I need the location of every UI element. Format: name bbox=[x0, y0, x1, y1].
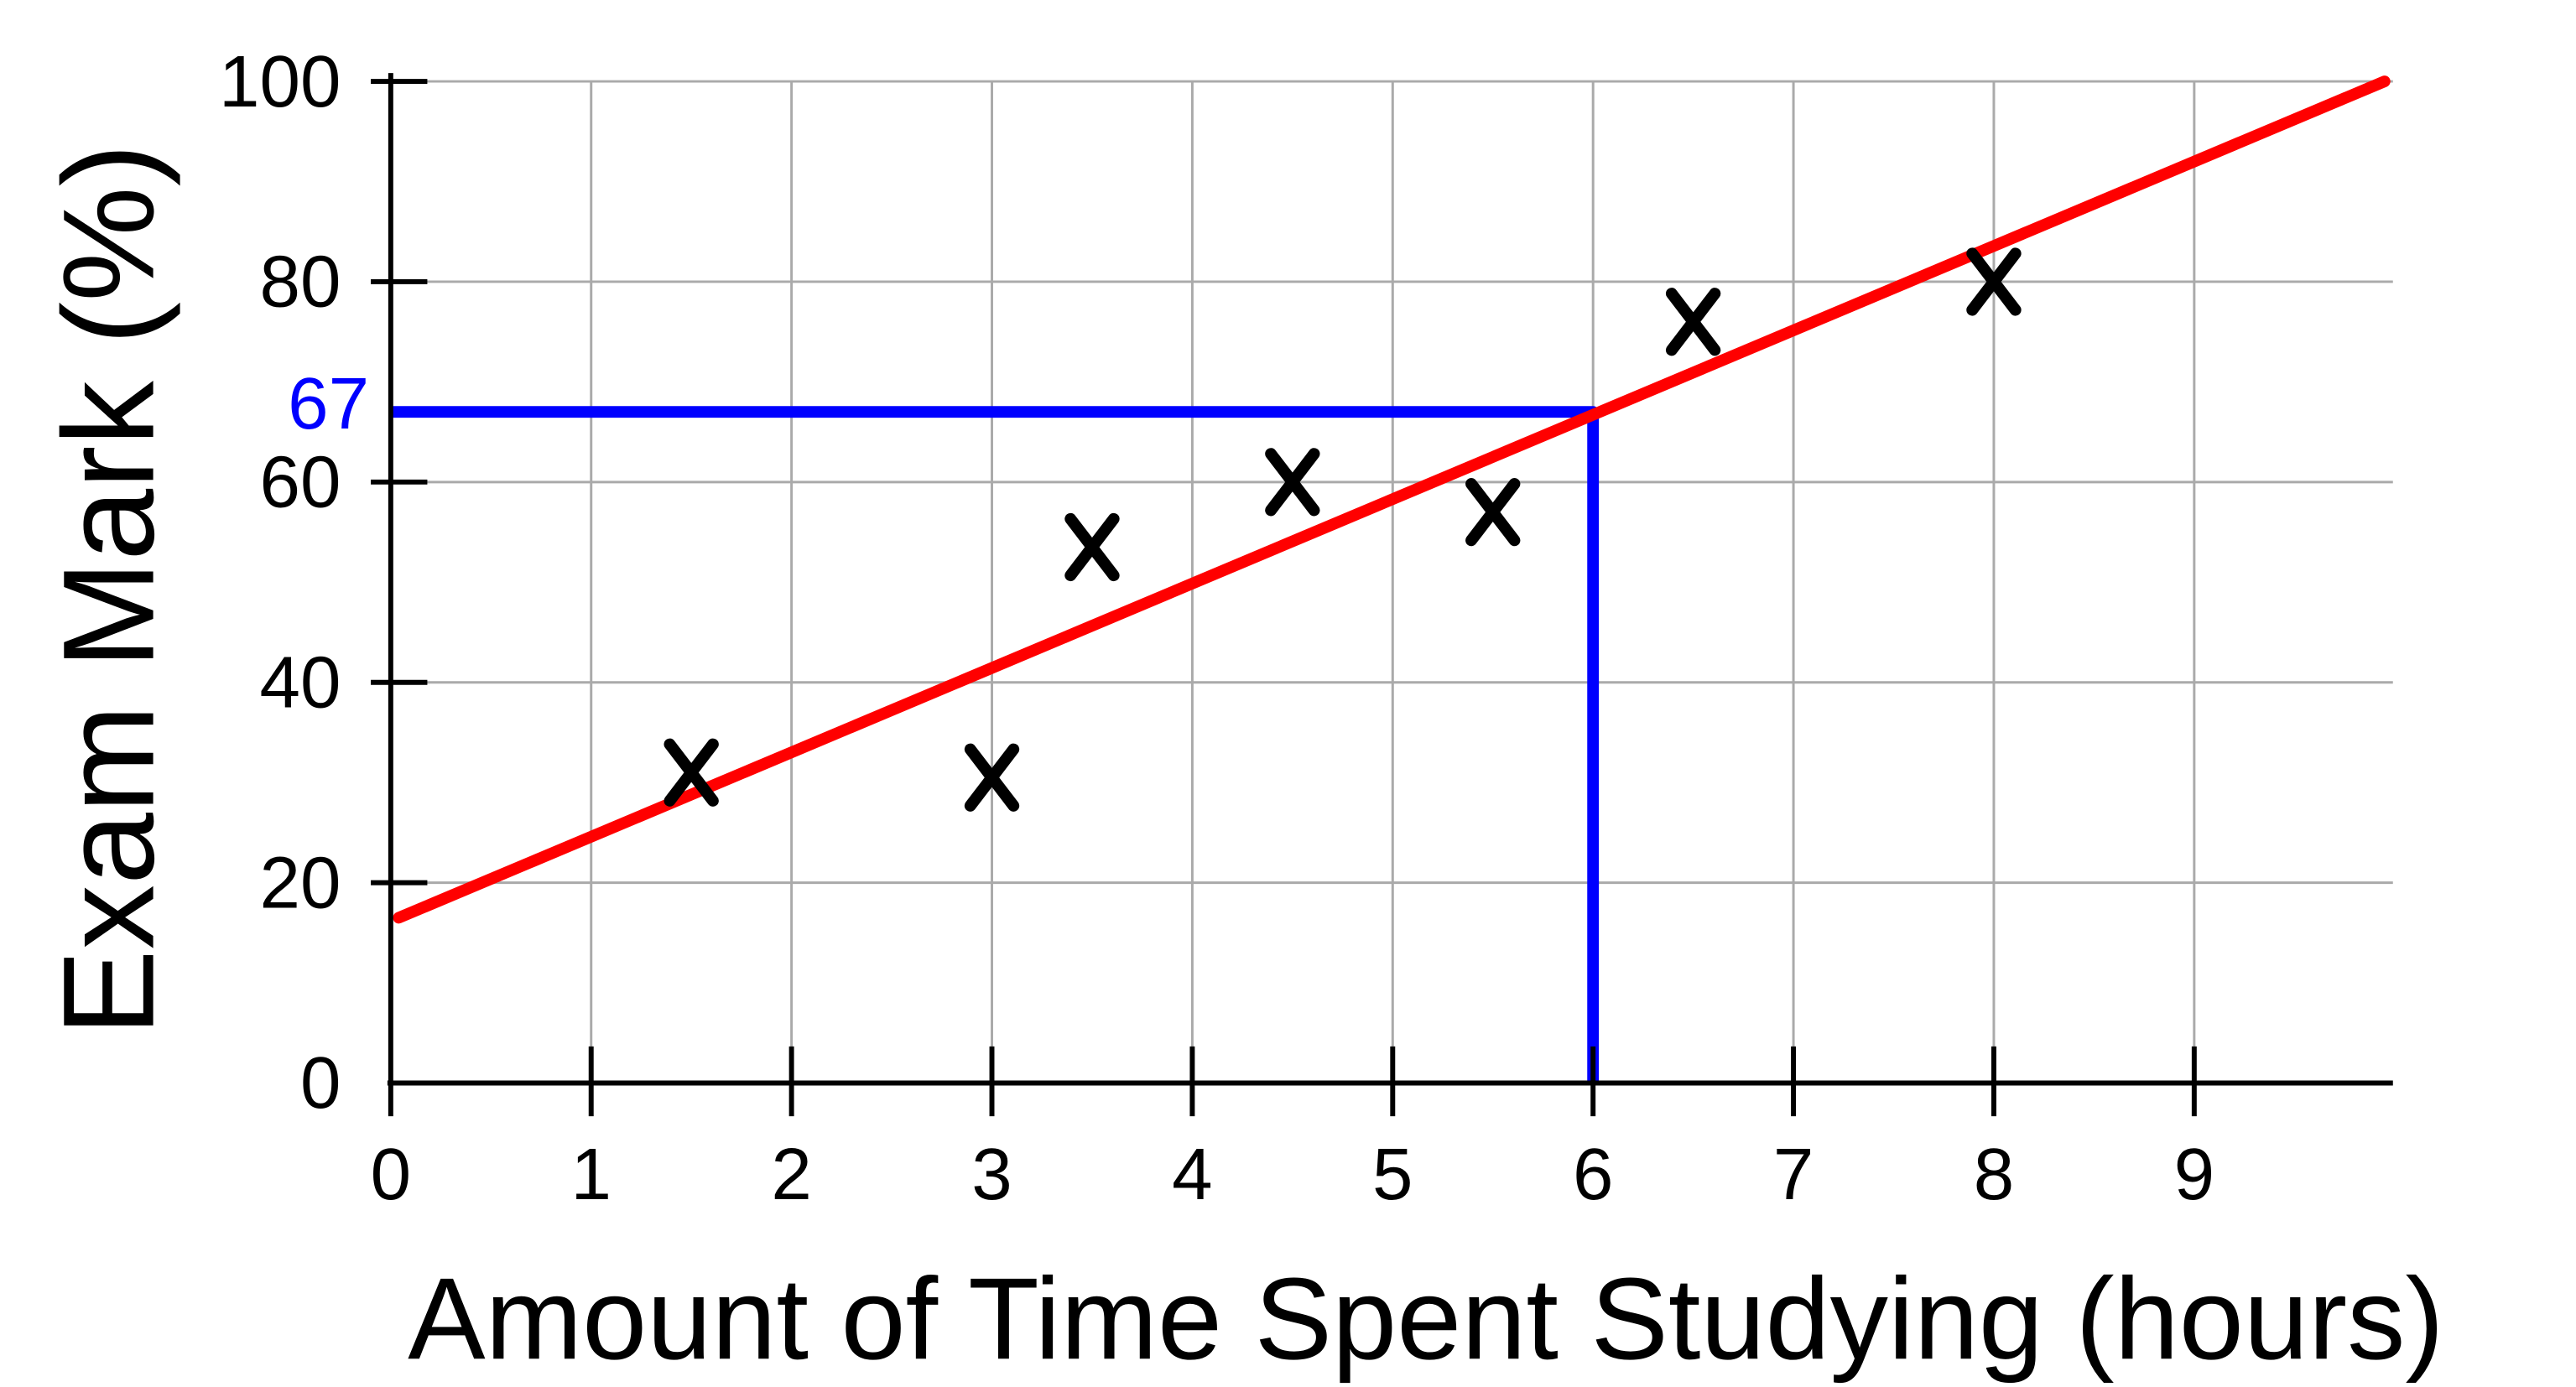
data-points bbox=[664, 247, 2022, 812]
data-point bbox=[1064, 512, 1120, 582]
x-tick-label: 9 bbox=[2174, 1134, 2214, 1215]
y-tick-label: 80 bbox=[259, 242, 341, 323]
y-axis-title: Exam Mark (%) bbox=[36, 143, 181, 1036]
x-tick-label: 8 bbox=[1974, 1134, 2014, 1215]
x-tick-label: 4 bbox=[1172, 1134, 1212, 1215]
x-tick-label: 2 bbox=[771, 1134, 811, 1215]
data-point bbox=[1265, 448, 1320, 517]
data-point bbox=[664, 738, 719, 807]
data-point bbox=[1465, 478, 1521, 547]
best-fit-line-group bbox=[393, 75, 2391, 924]
x-tick-label: 6 bbox=[1573, 1134, 1613, 1215]
data-point bbox=[1665, 288, 1721, 356]
y-tick-label: 0 bbox=[300, 1042, 341, 1124]
axes bbox=[371, 73, 2393, 1117]
x-tick-label: 3 bbox=[971, 1134, 1012, 1215]
best-fit-line bbox=[393, 75, 2391, 924]
y-tick-label: 40 bbox=[259, 642, 341, 723]
y-tick-label: 60 bbox=[259, 442, 341, 523]
y-tick-label: 100 bbox=[219, 41, 341, 122]
grid bbox=[390, 80, 2393, 1083]
x-tick-label: 1 bbox=[571, 1134, 611, 1215]
x-axis-title: Amount of Time Spent Studying (hours) bbox=[408, 1254, 2443, 1384]
data-point bbox=[1966, 247, 2022, 316]
data-point bbox=[964, 743, 1020, 812]
x-tick-label: 5 bbox=[1372, 1134, 1413, 1215]
x-tick-label: 0 bbox=[371, 1134, 411, 1215]
x-tick-label: 7 bbox=[1773, 1134, 1814, 1215]
reading-label: 67 bbox=[288, 363, 369, 444]
y-tick-label: 20 bbox=[259, 842, 341, 923]
